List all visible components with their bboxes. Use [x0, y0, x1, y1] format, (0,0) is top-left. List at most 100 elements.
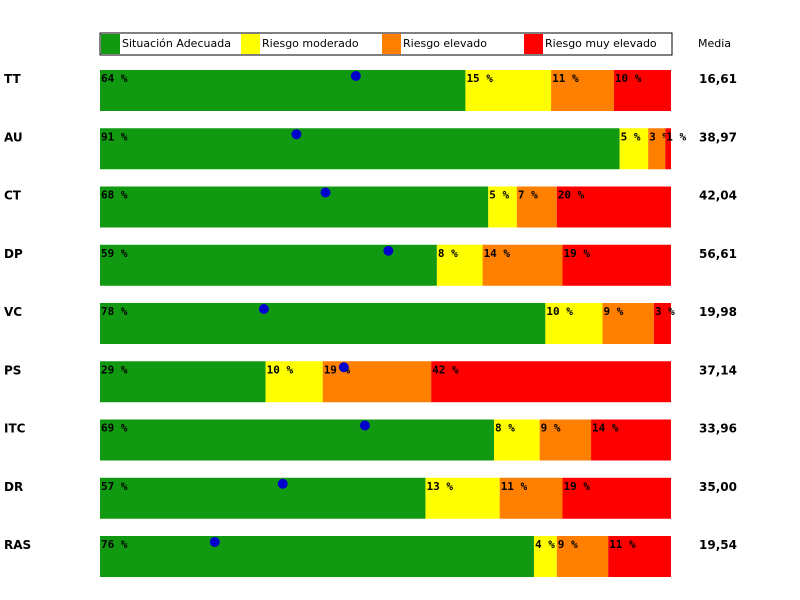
media-value: 38,97 — [699, 130, 737, 144]
bar-segment — [539, 419, 592, 461]
segment-label: 20 % — [558, 189, 585, 202]
segment-label: 3 % — [649, 130, 669, 143]
bar-segment — [100, 477, 426, 519]
media-value: 35,00 — [699, 480, 737, 494]
category-label: VC — [4, 305, 22, 319]
segment-label: 19 % — [564, 480, 591, 493]
bar-segment — [602, 303, 654, 344]
legend-item: Riesgo moderado — [241, 34, 359, 54]
segment-label: 9 % — [541, 422, 561, 435]
segment-label: 14 % — [592, 422, 619, 435]
segment-label: 10 % — [267, 363, 294, 376]
segment-label: 10 % — [615, 72, 642, 85]
chart-row: DR 57 % 13 % 11 % 19 % 35,00 — [4, 477, 737, 519]
legend-swatch — [382, 34, 401, 54]
segment-label: 13 % — [426, 480, 453, 493]
media-value: 33,96 — [699, 422, 737, 436]
media-marker — [350, 71, 361, 81]
segment-label: 68 % — [101, 189, 128, 202]
bar-segment — [499, 477, 563, 519]
segment-label: 59 % — [101, 247, 128, 260]
media-value: 42,04 — [699, 189, 737, 203]
bar-segment — [516, 186, 557, 228]
bar-segment — [425, 477, 500, 519]
bar-segment — [551, 70, 614, 111]
bar-segment — [482, 244, 563, 286]
segment-label: 78 % — [101, 305, 128, 318]
bar-segment — [619, 128, 649, 170]
media-marker — [338, 362, 349, 373]
legend-label: Riesgo moderado — [262, 37, 359, 50]
bar-segment — [100, 303, 546, 344]
legend-swatch — [241, 34, 260, 54]
segment-label: 1 % — [666, 130, 686, 143]
media-value: 16,61 — [699, 72, 737, 86]
media-marker — [258, 304, 269, 314]
bar-segment — [436, 244, 483, 286]
segment-label: 76 % — [101, 538, 128, 551]
media-value: 19,54 — [699, 538, 737, 552]
chart-row: VC 78 % 10 % 9 % 3 % 19,98 — [4, 303, 737, 344]
legend: Situación Adecuada Riesgo moderado Riesgo … — [99, 32, 673, 56]
bar-segment — [591, 419, 671, 461]
legend-item: Situación Adecuada — [101, 34, 231, 54]
segment-label: 64 % — [101, 72, 128, 85]
segment-label: 29 % — [101, 363, 128, 376]
bar-segment — [665, 128, 671, 170]
media-value: 37,14 — [699, 363, 737, 377]
segment-label: 11 % — [609, 538, 636, 551]
media-value: 19,98 — [699, 305, 737, 319]
legend-item: Riesgo elevado — [382, 34, 487, 54]
bar-segment — [100, 419, 494, 461]
bar-segment — [493, 419, 540, 461]
legend-label: Riesgo elevado — [403, 37, 487, 50]
bar-segment — [100, 70, 466, 111]
legend-label: Situación Adecuada — [122, 37, 231, 50]
chart-row: PS 29 % 10 % 19 % 42 % 37,14 — [4, 361, 737, 403]
category-label: ITC — [4, 422, 26, 436]
segment-label: 57 % — [101, 480, 128, 493]
bar-segment — [653, 303, 671, 344]
bar-segment — [465, 70, 552, 111]
category-label: RAS — [4, 538, 31, 552]
media-marker — [277, 478, 288, 489]
segment-label: 3 % — [655, 305, 675, 318]
bar-segment — [488, 186, 517, 228]
segment-label: 7 % — [518, 189, 538, 202]
bar-segment — [545, 303, 603, 344]
legend-label: Riesgo muy elevado — [545, 37, 657, 50]
chart-row: DP 59 % 8 % 14 % 19 % 56,61 — [4, 244, 737, 286]
segment-label: 11 % — [501, 480, 528, 493]
legend-item: Riesgo muy elevado — [524, 34, 657, 54]
bar-segment — [608, 536, 671, 577]
legend-swatch — [101, 34, 120, 54]
bar-segment — [562, 244, 671, 286]
legend-swatch — [524, 34, 543, 54]
bar-segment — [562, 477, 671, 519]
segment-label: 4 % — [535, 538, 555, 551]
chart-row: ITC 69 % 8 % 9 % 14 % 33,96 — [4, 419, 737, 461]
media-marker — [320, 187, 331, 198]
chart-row: RAS 76 % 4 % 9 % 11 % 19,54 — [4, 536, 737, 577]
segment-label: 91 % — [101, 130, 128, 143]
category-label: AU — [4, 130, 23, 144]
media-header: Media — [698, 37, 731, 50]
bar-segment — [556, 536, 609, 577]
segment-label: 42 % — [432, 363, 459, 376]
bar-segment — [265, 361, 323, 403]
bar-segment — [556, 186, 671, 228]
bar-segment — [613, 70, 671, 111]
segment-label: 11 % — [552, 72, 579, 85]
category-label: DP — [4, 247, 23, 261]
segment-label: 15 % — [466, 72, 493, 85]
bar-segment — [100, 361, 266, 403]
segment-label: 19 % — [564, 247, 591, 260]
chart-row: TT 64 % 15 % 11 % 10 % 16,61 — [4, 70, 737, 111]
segment-label: 69 % — [101, 422, 128, 435]
media-marker — [291, 129, 302, 140]
segment-label: 8 % — [495, 422, 515, 435]
chart-row: AU 91 % 5 % 3 %1 % 38,97 — [4, 128, 737, 170]
bar-segment — [100, 244, 437, 286]
